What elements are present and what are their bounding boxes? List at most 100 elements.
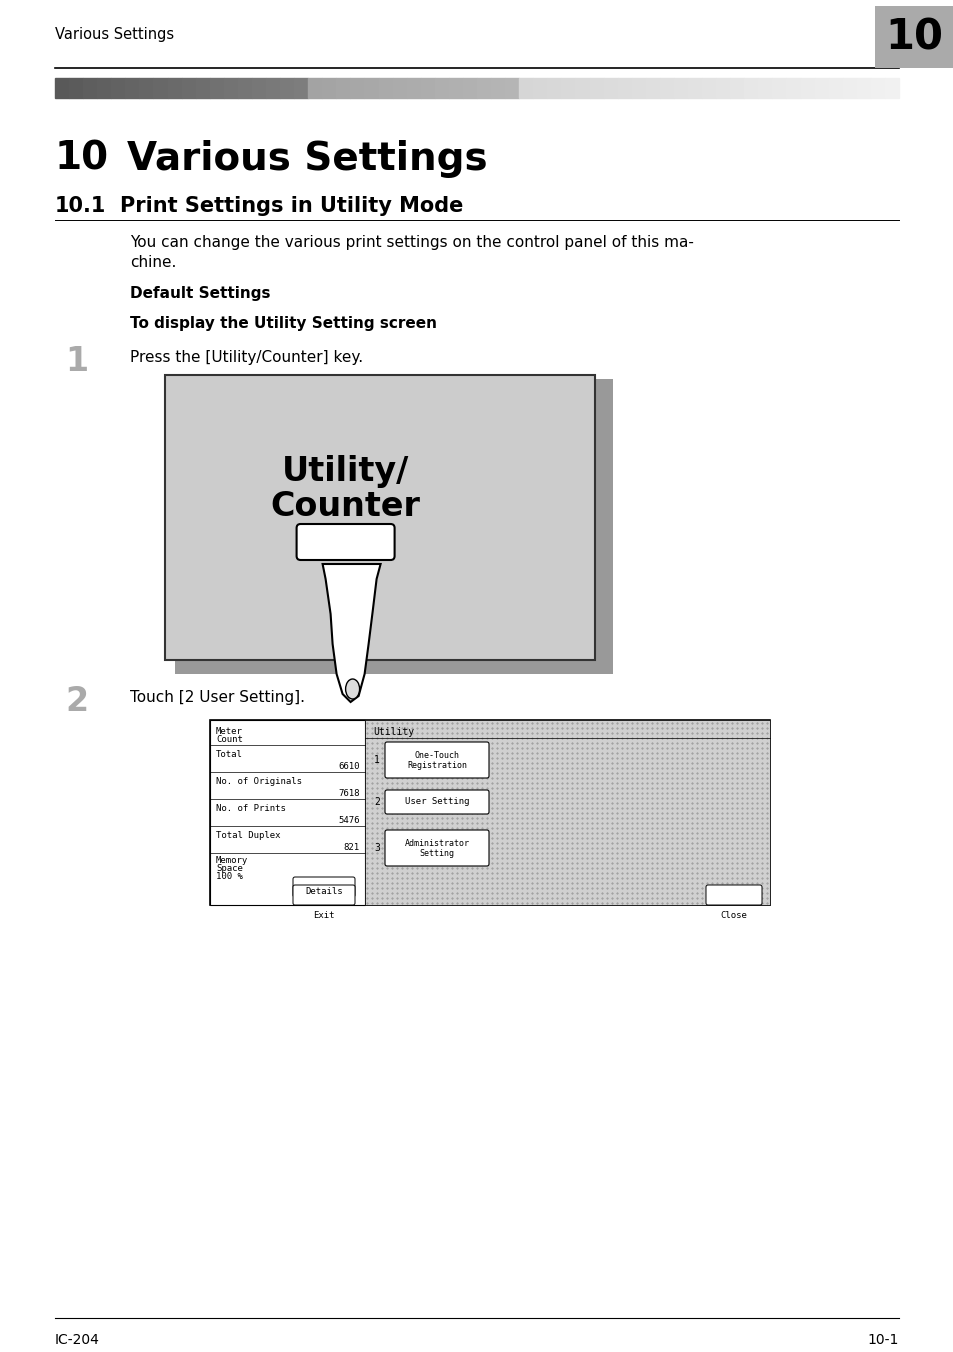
Bar xyxy=(631,78,645,97)
Bar xyxy=(97,78,112,97)
Bar xyxy=(165,375,595,660)
Text: To display the Utility Setting screen: To display the Utility Setting screen xyxy=(130,316,436,331)
Text: Utility/: Utility/ xyxy=(282,456,409,488)
Polygon shape xyxy=(322,564,380,702)
Text: 821: 821 xyxy=(343,844,359,852)
Text: Administrator: Administrator xyxy=(404,838,469,848)
Bar xyxy=(393,78,406,97)
Bar xyxy=(589,78,603,97)
Bar xyxy=(174,379,613,675)
FancyBboxPatch shape xyxy=(385,790,489,814)
Ellipse shape xyxy=(345,679,359,699)
Bar xyxy=(729,78,743,97)
Bar xyxy=(758,78,772,97)
Bar xyxy=(378,78,393,97)
Bar xyxy=(504,78,518,97)
Bar xyxy=(701,78,716,97)
Text: 3: 3 xyxy=(374,844,379,853)
Bar xyxy=(336,78,350,97)
Bar xyxy=(874,5,953,68)
Bar xyxy=(560,78,575,97)
Bar xyxy=(237,78,252,97)
Text: chine.: chine. xyxy=(130,256,176,270)
FancyBboxPatch shape xyxy=(293,877,355,896)
FancyBboxPatch shape xyxy=(385,742,489,777)
Text: No. of Prints: No. of Prints xyxy=(215,804,286,813)
Bar xyxy=(856,78,870,97)
Text: Counter: Counter xyxy=(271,489,420,523)
Bar xyxy=(406,78,420,97)
Bar xyxy=(365,721,769,904)
Bar xyxy=(617,78,631,97)
Bar xyxy=(841,78,856,97)
Bar xyxy=(800,78,814,97)
Bar xyxy=(280,78,294,97)
Text: Close: Close xyxy=(720,911,746,919)
Text: Total Duplex: Total Duplex xyxy=(215,831,280,840)
Bar xyxy=(125,78,139,97)
Text: IC-204: IC-204 xyxy=(55,1333,100,1347)
Bar xyxy=(491,78,504,97)
Bar xyxy=(139,78,153,97)
Bar xyxy=(785,78,800,97)
Text: 1: 1 xyxy=(374,754,379,765)
Bar xyxy=(153,78,168,97)
Text: 2: 2 xyxy=(374,796,379,807)
Bar xyxy=(870,78,884,97)
Bar xyxy=(884,78,898,97)
Bar xyxy=(687,78,701,97)
Text: Registration: Registration xyxy=(407,760,467,769)
Bar xyxy=(224,78,237,97)
Text: Utility: Utility xyxy=(373,727,414,737)
Bar xyxy=(322,78,336,97)
Text: 7618: 7618 xyxy=(338,790,359,798)
Bar xyxy=(547,78,560,97)
Text: You can change the various print settings on the control panel of this ma-: You can change the various print setting… xyxy=(130,235,693,250)
Text: Various Settings: Various Settings xyxy=(127,141,487,178)
Text: Press the [Utility/Counter] key.: Press the [Utility/Counter] key. xyxy=(130,350,363,365)
Text: Total: Total xyxy=(215,750,243,758)
Text: 10.1: 10.1 xyxy=(55,196,107,216)
Text: 10: 10 xyxy=(884,16,942,58)
Text: 10: 10 xyxy=(55,141,109,178)
Bar xyxy=(603,78,617,97)
Text: 100 %: 100 % xyxy=(215,872,243,882)
Text: No. of Originals: No. of Originals xyxy=(215,777,302,786)
Bar xyxy=(294,78,308,97)
Bar xyxy=(476,78,491,97)
Text: Print Settings in Utility Mode: Print Settings in Utility Mode xyxy=(120,196,463,216)
Bar xyxy=(210,721,769,904)
Bar xyxy=(772,78,785,97)
FancyBboxPatch shape xyxy=(296,525,395,560)
Text: Default Settings: Default Settings xyxy=(130,287,271,301)
Bar xyxy=(364,78,378,97)
Text: 6610: 6610 xyxy=(338,763,359,771)
Text: One-Touch: One-Touch xyxy=(414,750,459,760)
Bar xyxy=(659,78,673,97)
Bar xyxy=(350,78,364,97)
Text: 1: 1 xyxy=(65,345,88,379)
Bar xyxy=(533,78,547,97)
Text: Space: Space xyxy=(215,864,243,873)
Bar xyxy=(266,78,280,97)
Bar xyxy=(55,78,69,97)
Bar xyxy=(518,78,533,97)
Bar xyxy=(168,78,181,97)
Bar xyxy=(210,721,365,904)
Text: Exit: Exit xyxy=(313,911,335,919)
Bar xyxy=(252,78,266,97)
Text: Memory: Memory xyxy=(215,856,248,865)
Text: 5476: 5476 xyxy=(338,817,359,825)
Bar xyxy=(210,78,224,97)
Text: Meter: Meter xyxy=(215,727,243,735)
Bar xyxy=(83,78,97,97)
FancyBboxPatch shape xyxy=(293,886,355,904)
Text: 10-1: 10-1 xyxy=(866,1333,898,1347)
Text: Touch [2 User Setting].: Touch [2 User Setting]. xyxy=(130,690,305,704)
Bar xyxy=(716,78,729,97)
Text: 2: 2 xyxy=(65,685,88,718)
Text: Various Settings: Various Settings xyxy=(55,27,174,42)
Text: User Setting: User Setting xyxy=(404,798,469,807)
Bar xyxy=(743,78,758,97)
Bar xyxy=(308,78,322,97)
